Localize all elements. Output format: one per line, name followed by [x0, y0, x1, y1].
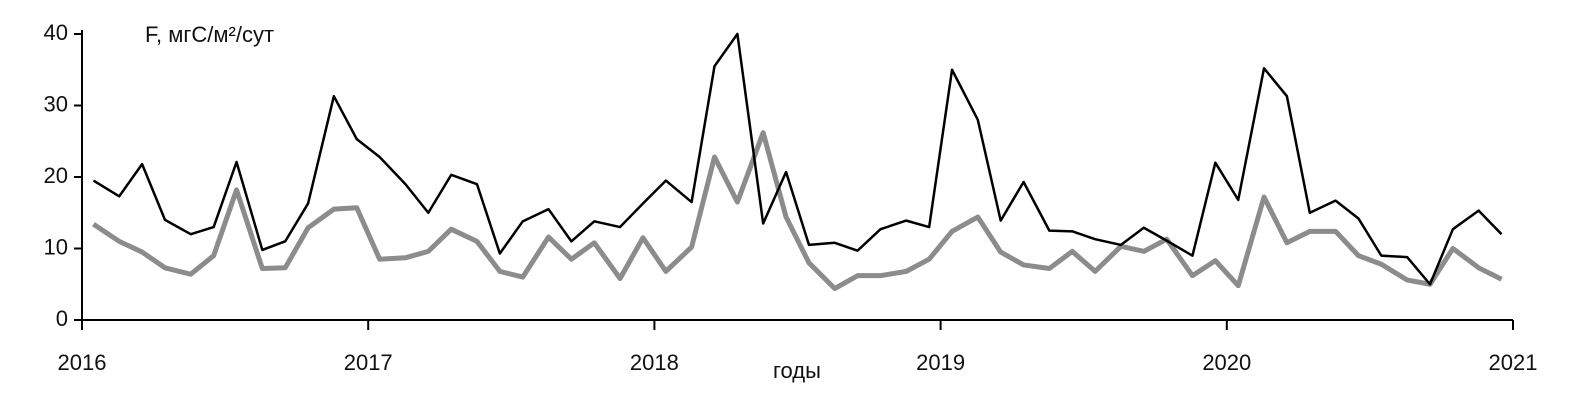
- y-tick-label: 40: [44, 20, 68, 45]
- y-tick-label: 20: [44, 163, 68, 188]
- x-tick-label: 2020: [1202, 350, 1251, 375]
- line-series: [92, 130, 1503, 292]
- y-axis-label: F, мгС/м²/сут: [145, 22, 274, 47]
- y-tick-label: 10: [44, 234, 68, 259]
- x-tick-label: 2021: [1489, 350, 1538, 375]
- y-tick-label: 30: [44, 91, 68, 116]
- line-series: [92, 32, 1503, 286]
- x-tick-label: 2018: [630, 350, 679, 375]
- x-tick-label: 2019: [916, 350, 965, 375]
- x-tick-label: 2017: [344, 350, 393, 375]
- x-tick-label: 2016: [58, 350, 107, 375]
- y-tick-label: 0: [56, 306, 68, 331]
- x-axis-label: годы: [773, 358, 821, 383]
